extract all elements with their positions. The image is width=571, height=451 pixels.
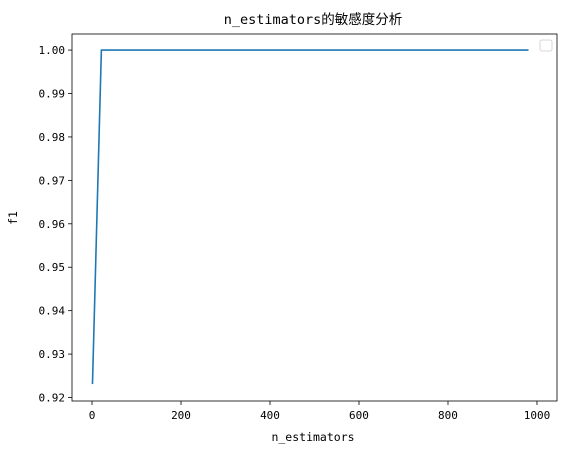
y-tick-label: 0.99 xyxy=(39,88,66,101)
y-tick-label: 0.92 xyxy=(39,392,66,405)
y-tick-label: 0.95 xyxy=(39,261,66,274)
y-tick-label: 0.97 xyxy=(39,174,66,187)
x-tick-label: 1000 xyxy=(524,409,551,422)
chart-title: n_estimators的敏感度分析 xyxy=(224,11,403,28)
y-tick-label: 1.00 xyxy=(39,44,66,57)
x-tick-label: 0 xyxy=(89,409,96,422)
x-tick-label: 200 xyxy=(171,409,191,422)
series-line xyxy=(91,49,529,385)
plot-frame xyxy=(71,33,558,402)
x-tick-label: 600 xyxy=(349,409,369,422)
y-tick-label: 0.93 xyxy=(39,348,66,361)
y-tick-label: 0.98 xyxy=(39,131,66,144)
legend-box xyxy=(539,39,553,52)
y-tick-label: 0.94 xyxy=(39,305,66,318)
x-tick-label: 800 xyxy=(438,409,458,422)
x-tick-label: 400 xyxy=(260,409,280,422)
y-tick-label: 0.96 xyxy=(39,218,66,231)
x-axis-label: n_estimators xyxy=(271,430,354,444)
y-axis-label: f1 xyxy=(6,211,20,225)
